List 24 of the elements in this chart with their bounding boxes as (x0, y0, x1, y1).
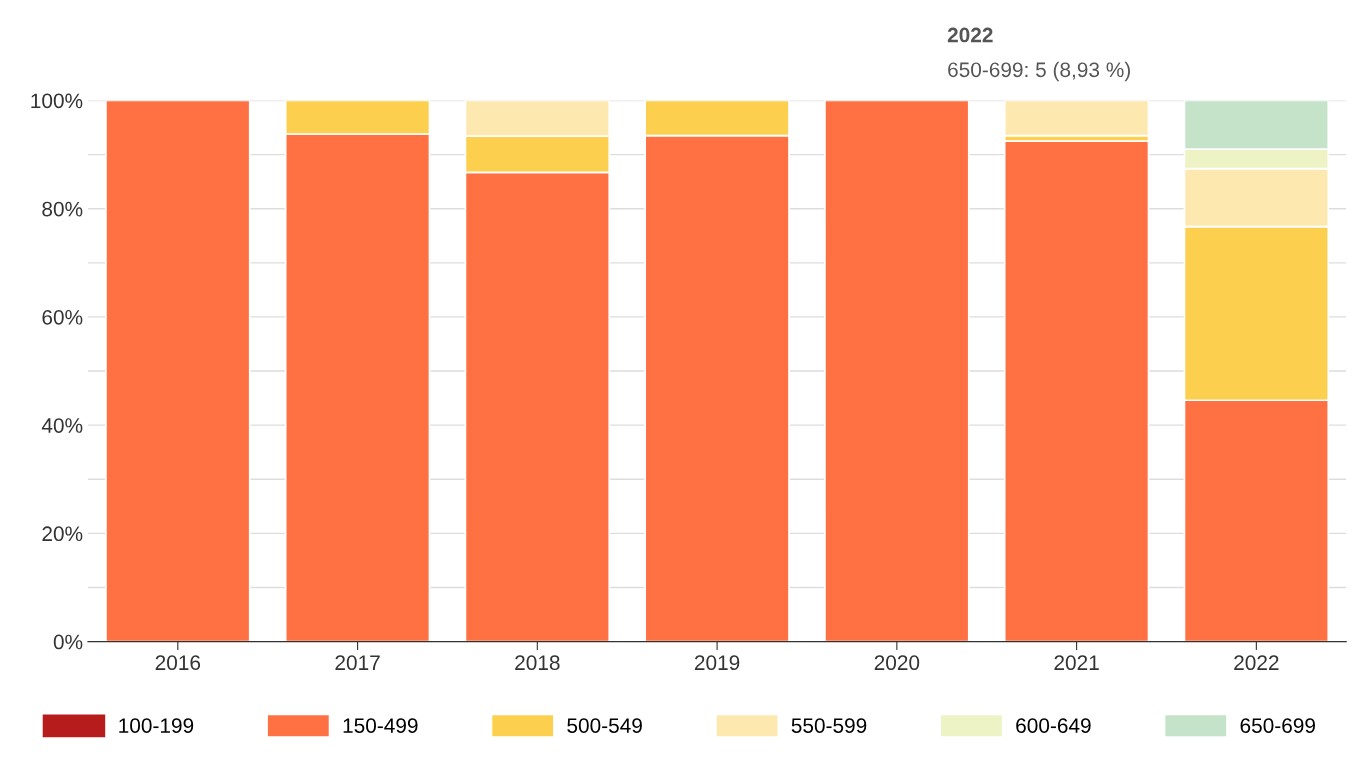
legend-label: 100-199 (119, 718, 194, 733)
y-tick-label: 60% (42, 309, 83, 325)
legend-label: 600-649 (1016, 718, 1091, 733)
bar (824, 100, 970, 642)
bar (105, 100, 251, 642)
bar (1003, 140, 1150, 642)
x-tick-label: 2022 (1234, 655, 1279, 671)
legend-label: 150-499 (343, 718, 418, 733)
y-tick-label: 20% (42, 526, 83, 542)
y-tick-label: 0% (53, 634, 83, 650)
legend-label: 550-599 (791, 718, 867, 733)
x-tick-label: 2016 (155, 655, 201, 671)
x-tick-label: 2017 (335, 655, 380, 671)
legend-label: 500-549 (567, 718, 642, 733)
x-tick-label: 2018 (515, 655, 560, 671)
x-tick-label: 2019 (694, 655, 740, 671)
y-tick-label: 40% (41, 418, 83, 433)
text: 2022 (947, 27, 993, 43)
legend-label: 650-699 (1240, 718, 1315, 733)
y-tick-label: 80% (42, 201, 83, 217)
text: 650-699: 5 (8,93 %) (948, 61, 1130, 82)
x-tick-label: 2021 (1054, 655, 1099, 671)
y-tick-label: 100% (31, 93, 83, 109)
x-tick-label: 2020 (874, 655, 920, 671)
